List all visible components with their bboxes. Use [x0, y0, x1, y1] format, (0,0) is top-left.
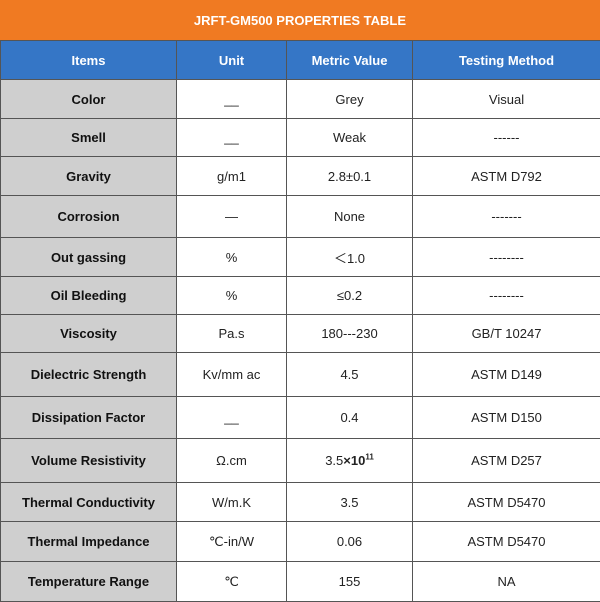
column-header-unit: Unit: [177, 41, 287, 80]
value-cell: ≤0.2: [287, 277, 413, 315]
unit-cell: g/m1: [177, 157, 287, 196]
unit-cell: W/m.K: [177, 483, 287, 522]
table-row: Out gassing % ＜1.0 --------: [1, 238, 600, 277]
table-row: Dielectric Strength Kv/mm ac 4.5 ASTM D1…: [1, 353, 600, 397]
value-cell: ＜1.0: [287, 238, 413, 277]
table-row: Volume Resistivity Ω.cm 3.5×1011 ASTM D2…: [1, 439, 600, 483]
item-cell: Dissipation Factor: [1, 397, 177, 439]
value-cell: 180---230: [287, 315, 413, 353]
method-cell: ASTM D5470: [413, 522, 600, 562]
item-cell: Corrosion: [1, 196, 177, 238]
method-cell: ASTM D150: [413, 397, 600, 439]
value-base: 3.5: [325, 453, 343, 468]
unit-cell: %: [177, 277, 287, 315]
item-cell: Volume Resistivity: [1, 439, 177, 483]
item-cell: Dielectric Strength: [1, 353, 177, 397]
method-cell: ASTM D257: [413, 439, 600, 483]
unit-cell: __: [177, 119, 287, 157]
method-cell: ASTM D792: [413, 157, 600, 196]
table-row: Thermal Impedance ℃-in/W 0.06 ASTM D5470: [1, 522, 600, 562]
unit-cell: —: [177, 196, 287, 238]
method-cell: ASTM D5470: [413, 483, 600, 522]
table-row: Viscosity Pa.s 180---230 GB/T 10247: [1, 315, 600, 353]
unit-cell: ℃-in/W: [177, 522, 287, 562]
item-cell: Color: [1, 80, 177, 119]
value-cell: 3.5: [287, 483, 413, 522]
unit-cell: __: [177, 80, 287, 119]
column-header-metric-value: Metric Value: [287, 41, 413, 80]
table-row: Corrosion — None -------: [1, 196, 600, 238]
unit-cell: __: [177, 397, 287, 439]
method-cell: ------: [413, 119, 600, 157]
table-row: Thermal Conductivity W/m.K 3.5 ASTM D547…: [1, 483, 600, 522]
item-cell: Viscosity: [1, 315, 177, 353]
value-multiplier: ×10: [343, 453, 365, 468]
table-row: Smell __ Weak ------: [1, 119, 600, 157]
item-cell: Gravity: [1, 157, 177, 196]
item-cell: Out gassing: [1, 238, 177, 277]
item-cell: Smell: [1, 119, 177, 157]
item-cell: Thermal Conductivity: [1, 483, 177, 522]
value-cell: 0.06: [287, 522, 413, 562]
item-cell: Temperature Range: [1, 562, 177, 602]
method-cell: GB/T 10247: [413, 315, 600, 353]
table-row: Gravity g/m1 2.8±0.1 ASTM D792: [1, 157, 600, 196]
unit-cell: %: [177, 238, 287, 277]
value-cell: Grey: [287, 80, 413, 119]
method-cell: ASTM D149: [413, 353, 600, 397]
method-cell: NA: [413, 562, 600, 602]
value-cell: 3.5×1011: [287, 439, 413, 483]
method-cell: --------: [413, 277, 600, 315]
table-row: Oil Bleeding % ≤0.2 --------: [1, 277, 600, 315]
header-row: Items Unit Metric Value Testing Method: [1, 41, 600, 80]
method-cell: Visual: [413, 80, 600, 119]
table-row: Temperature Range ℃ 155 NA: [1, 562, 600, 602]
value-exponent: 11: [365, 453, 373, 462]
method-cell: --------: [413, 238, 600, 277]
unit-cell: Kv/mm ac: [177, 353, 287, 397]
unit-cell: ℃: [177, 562, 287, 602]
unit-cell: Ω.cm: [177, 439, 287, 483]
table-row: Color __ Grey Visual: [1, 80, 600, 119]
value-cell: 155: [287, 562, 413, 602]
value-cell: 0.4: [287, 397, 413, 439]
item-cell: Thermal Impedance: [1, 522, 177, 562]
value-cell: Weak: [287, 119, 413, 157]
column-header-testing-method: Testing Method: [413, 41, 600, 80]
value-cell: 4.5: [287, 353, 413, 397]
value-cell: None: [287, 196, 413, 238]
item-cell: Oil Bleeding: [1, 277, 177, 315]
unit-cell: Pa.s: [177, 315, 287, 353]
properties-table: Items Unit Metric Value Testing Method C…: [0, 40, 600, 602]
method-cell: -------: [413, 196, 600, 238]
table-row: Dissipation Factor __ 0.4 ASTM D150: [1, 397, 600, 439]
value-cell: 2.8±0.1: [287, 157, 413, 196]
column-header-items: Items: [1, 41, 177, 80]
table-title: JRFT-GM500 PROPERTIES TABLE: [0, 0, 600, 41]
